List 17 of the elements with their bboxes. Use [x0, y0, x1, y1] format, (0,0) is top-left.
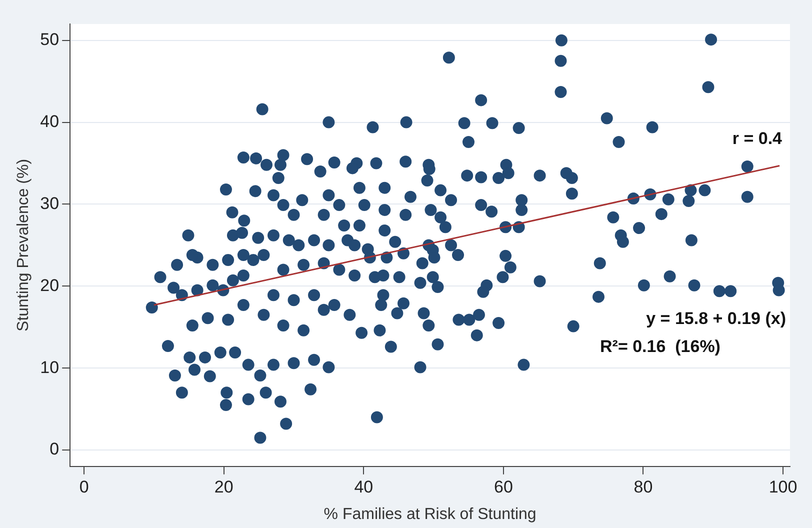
y-tick-label: 20 [40, 276, 60, 295]
x-axis-title: % Families at Risk of Stunting [324, 506, 536, 523]
x-tick-label: 0 [79, 477, 89, 496]
annotation: y = 15.8 + 0.19 (x) [646, 309, 786, 328]
x-tick-label: 20 [214, 477, 234, 496]
annotation: R²= 0.16 (16%) [600, 337, 720, 356]
y-tick-label: 30 [40, 194, 60, 213]
y-tick-label: 10 [40, 358, 60, 377]
y-tick-label: 40 [40, 112, 60, 131]
annotation: r = 0.4 [732, 129, 783, 148]
x-tick-label: 40 [354, 477, 374, 496]
x-tick-label: 80 [634, 477, 653, 496]
x-tick-label: 100 [768, 477, 798, 496]
y-axis-title: Stunting Prevalence (%) [15, 158, 32, 332]
x-tick-label: 60 [494, 477, 513, 496]
y-tick-label: 50 [40, 30, 60, 50]
y-tick-label: 0 [50, 440, 60, 459]
